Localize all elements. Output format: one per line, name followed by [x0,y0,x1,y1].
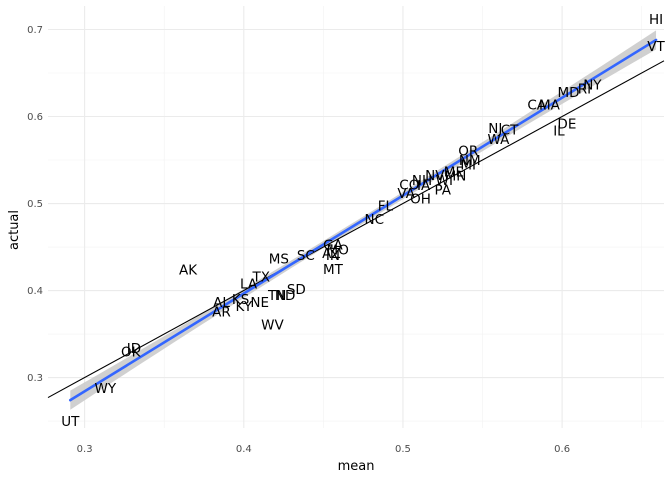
state-label-ks: KS [232,292,249,308]
state-label-or: OR [458,143,478,159]
grid-minor [48,6,664,428]
state-label-ny: NY [583,77,602,93]
state-label-ak: AK [179,263,198,279]
state-label-ia: IA [417,178,431,194]
state-label-wi: WI [436,173,453,189]
state-label-mt: MT [323,262,344,278]
y-tick-label: 0.7 [27,25,43,36]
state-label-la: LA [240,277,258,293]
state-label-hi: HI [649,12,663,28]
state-label-mn: MN [445,169,467,185]
state-label-va: VA [397,186,415,202]
state-label-in: IN [326,248,340,264]
state-label-al: AL [213,295,230,311]
state-label-wy: WY [94,381,116,397]
state-label-wa: WA [488,132,511,148]
state-label-me: ME [444,164,464,180]
state-label-il: IL [553,123,565,139]
state-label-nd: ND [275,288,296,304]
y-axis-title: actual [7,210,22,250]
state-label-ri: RI [578,82,591,98]
x-axis-ticks: 0.3 0.4 0.5 0.6 [77,444,570,455]
state-label-ne: NE [250,295,269,311]
state-label-nj: NJ [488,121,502,137]
state-label-vt: VT [647,39,665,55]
state-label-de: DE [557,116,576,132]
state-label-mo: MO [327,243,349,259]
state-label-ms: MS [269,251,289,267]
state-label-ma: MA [539,97,561,113]
y-tick-label: 0.3 [27,373,43,384]
state-label-id: ID [127,341,141,357]
state-label-ut: UT [61,414,80,430]
y-tick-label: 0.4 [27,286,43,297]
state-label-tx: TX [252,270,271,286]
x-axis-title: mean [338,459,375,474]
state-label-oh: OH [410,191,431,207]
y-tick-label: 0.5 [27,199,43,210]
state-label-sd: SD [287,282,306,298]
state-label-tn: TN [267,288,286,304]
grid-major [48,6,664,428]
state-label-mi: MI [460,157,476,173]
state-label-ca: CA [527,97,546,113]
state-label-ga: GA [323,237,343,253]
state-label-nm: NM [459,153,481,169]
state-label-pa: PA [434,183,451,199]
state-label-md: MD [557,85,579,101]
state-label-nh: NH [412,173,432,189]
y-axis-ticks: 0.3 0.4 0.5 0.6 0.7 [27,25,43,384]
state-label-wv: WV [261,317,284,333]
x-tick-label: 0.6 [554,444,570,455]
state-label-nc: NC [365,212,385,228]
state-label-ar: AR [212,304,231,320]
state-label-az: AZ [322,246,340,262]
fit-line [68,38,658,402]
state-label-sc: SC [297,248,315,264]
x-tick-label: 0.5 [395,444,411,455]
state-label-nv: NV [425,168,445,184]
reference-line [47,60,665,399]
y-tick-label: 0.6 [27,112,43,123]
x-tick-label: 0.3 [77,444,93,455]
state-label-fl: FL [378,198,394,214]
state-label-ky: KY [235,299,252,315]
state-label-ct: CT [501,123,519,139]
x-tick-label: 0.4 [236,444,252,455]
state-label-co: CO [399,177,419,193]
state-label-ok: OK [121,344,142,360]
